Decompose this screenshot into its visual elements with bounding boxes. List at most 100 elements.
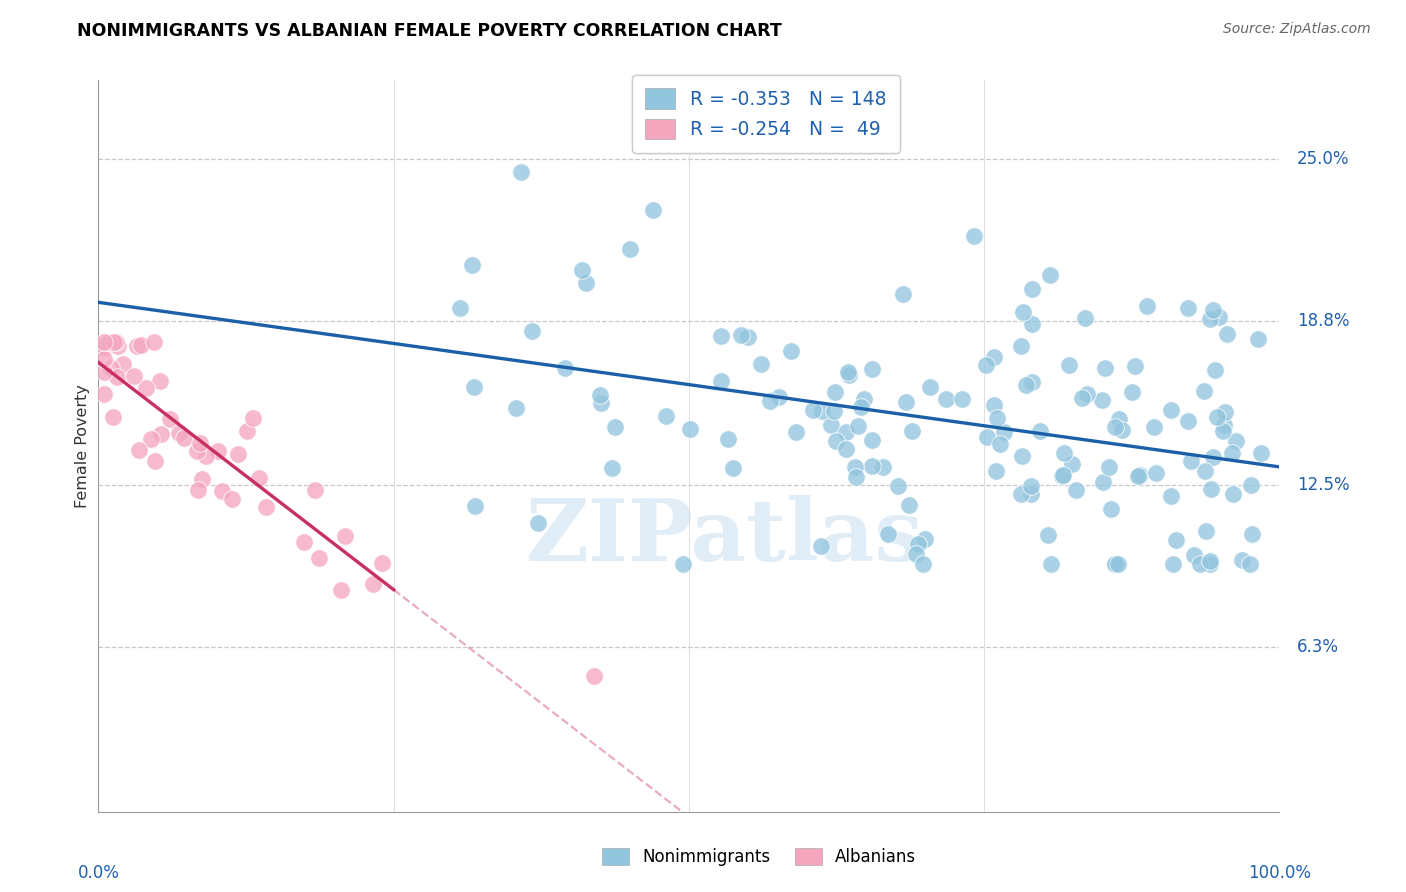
Point (1222, 487, 1244, 501)
Point (1199, 557, 1222, 571)
Point (1194, 464, 1216, 478)
Point (894, 395, 917, 409)
Point (1021, 317, 1043, 331)
Text: Source: ZipAtlas.com: Source: ZipAtlas.com (1223, 22, 1371, 37)
Point (983, 350, 1005, 364)
Point (1052, 467, 1074, 482)
Point (583, 669, 606, 683)
Legend: R = -0.353   N = 148, R = -0.254   N =  49: R = -0.353 N = 148, R = -0.254 N = 49 (631, 75, 900, 153)
Point (1104, 557, 1126, 571)
Point (749, 357, 772, 371)
Point (852, 392, 875, 406)
Point (1019, 487, 1042, 501)
Point (1094, 360, 1116, 375)
Point (779, 344, 801, 359)
Point (159, 412, 181, 426)
Point (107, 339, 129, 353)
Point (1053, 446, 1076, 460)
Point (141, 432, 163, 446)
Point (97, 334, 120, 349)
Point (575, 276, 598, 290)
Point (187, 483, 209, 498)
Point (935, 392, 957, 407)
Point (904, 547, 927, 561)
Point (329, 582, 352, 597)
Point (824, 384, 846, 399)
Point (1177, 414, 1199, 428)
Point (1240, 477, 1263, 491)
Point (571, 263, 593, 277)
Point (101, 409, 124, 424)
Point (823, 404, 845, 418)
Point (1092, 475, 1115, 489)
Text: 0.0%: 0.0% (77, 864, 120, 882)
Point (93, 334, 115, 349)
Point (1199, 483, 1222, 497)
Point (505, 401, 527, 415)
Point (105, 334, 128, 349)
Point (186, 444, 208, 458)
Point (134, 381, 156, 395)
Point (1164, 533, 1187, 548)
Point (1012, 305, 1035, 319)
Point (891, 287, 914, 301)
Point (105, 370, 128, 384)
Point (825, 434, 848, 448)
Point (901, 424, 924, 438)
Point (1204, 362, 1226, 376)
Point (1059, 358, 1081, 372)
Point (988, 437, 1011, 451)
Point (759, 393, 782, 408)
Point (983, 398, 1005, 412)
Point (93, 351, 115, 366)
Point (672, 557, 695, 571)
Point (221, 491, 243, 506)
Point (247, 471, 270, 485)
Point (142, 334, 165, 349)
Point (717, 433, 740, 447)
Point (1206, 409, 1229, 424)
Point (103, 335, 125, 350)
Point (1038, 268, 1060, 282)
Point (333, 528, 356, 542)
Point (986, 411, 1008, 425)
Point (1160, 489, 1182, 503)
Point (242, 411, 264, 425)
Point (98, 338, 121, 352)
Text: 12.5%: 12.5% (1298, 476, 1350, 494)
Point (1239, 557, 1261, 571)
Point (93, 365, 115, 379)
Point (1021, 376, 1043, 390)
Point (236, 424, 259, 438)
Point (877, 526, 900, 541)
Point (1010, 339, 1032, 353)
Point (810, 539, 832, 553)
Point (723, 461, 745, 475)
Point (1070, 392, 1092, 406)
Point (93, 386, 115, 401)
Point (1247, 332, 1270, 346)
Point (785, 425, 807, 439)
Point (912, 557, 935, 571)
Point (304, 483, 326, 497)
Point (907, 537, 929, 551)
Point (1108, 412, 1130, 426)
Point (226, 447, 249, 461)
Point (1143, 419, 1166, 434)
Point (527, 516, 550, 530)
Point (294, 535, 316, 549)
Point (1180, 454, 1202, 468)
Point (887, 479, 910, 493)
Point (1184, 548, 1206, 562)
Point (1188, 557, 1211, 571)
Point (820, 417, 842, 432)
Point (509, 165, 531, 179)
Point (122, 369, 145, 384)
Text: 6.3%: 6.3% (1298, 638, 1339, 657)
Point (963, 229, 986, 244)
Point (1039, 557, 1062, 571)
Point (1060, 457, 1083, 471)
Point (1121, 384, 1143, 399)
Point (974, 358, 997, 372)
Point (655, 409, 678, 424)
